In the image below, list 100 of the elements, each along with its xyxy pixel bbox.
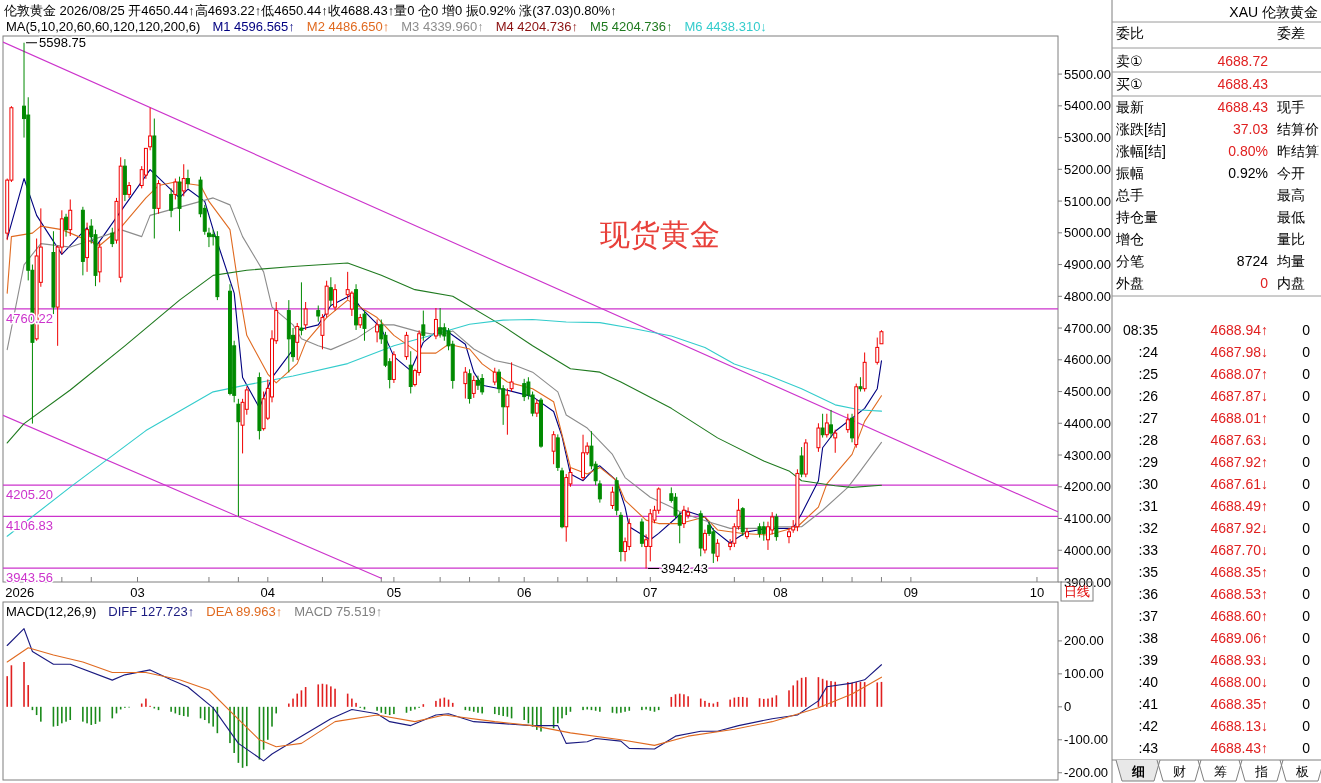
- y-tick-label: 4000.00: [1064, 542, 1111, 558]
- candlestick: [404, 331, 409, 361]
- text: 0: [1302, 652, 1311, 668]
- text: 0: [1302, 630, 1311, 646]
- text: 今开: [1277, 165, 1305, 181]
- y-tick-label: 4600.00: [1064, 352, 1111, 368]
- candlestick: [421, 310, 426, 342]
- candlestick: [349, 290, 354, 317]
- text: 37.03: [1232, 121, 1269, 137]
- text: 0: [1302, 608, 1311, 624]
- x-tick-label: 07: [643, 585, 658, 600]
- text: 4688.93↓: [1210, 652, 1268, 668]
- annotation: 5598.75: [39, 34, 87, 50]
- candlestick: [740, 506, 745, 537]
- candlestick: [463, 366, 468, 400]
- candlestick: [68, 198, 73, 237]
- candlestick: [475, 375, 480, 391]
- text: 4688.07↑: [1210, 366, 1268, 382]
- text: :25: [1138, 366, 1159, 382]
- y-tick-label: 5300.00: [1064, 130, 1111, 146]
- candlestick: [303, 301, 308, 331]
- line-series: [6, 628, 883, 762]
- text: 涨跌[结]: [1116, 121, 1166, 137]
- y-tick-label: 4300.00: [1064, 447, 1111, 463]
- ref-line-label: 4205.20: [6, 487, 53, 503]
- text: :30: [1138, 476, 1159, 492]
- candlestick: [639, 518, 644, 548]
- y-tick-label: 5200.00: [1064, 161, 1111, 177]
- text: 最高: [1277, 187, 1305, 203]
- text: :33: [1138, 542, 1159, 558]
- text: 委差: [1277, 25, 1305, 41]
- text: 0: [1302, 564, 1311, 580]
- candlestick: [787, 527, 791, 544]
- text: 4688.43: [1217, 76, 1269, 92]
- y-tick-label: 4700.00: [1064, 320, 1111, 336]
- candlestick: [64, 213, 69, 238]
- text: M1 4596.565↑: [212, 19, 295, 34]
- candlestick: [829, 409, 833, 439]
- text: 卖①: [1116, 53, 1143, 69]
- text: 4687.63↓: [1210, 432, 1268, 448]
- text: 0: [1302, 454, 1311, 470]
- text: :38: [1138, 630, 1159, 646]
- text: 4688.13↓: [1210, 718, 1268, 734]
- candlestick: [408, 350, 413, 394]
- text: 4687.98↓: [1210, 344, 1268, 360]
- text: :36: [1138, 586, 1159, 602]
- text: :32: [1138, 520, 1159, 536]
- candlestick: [702, 529, 707, 554]
- candlestick: [774, 513, 779, 542]
- text: 4688.35↑: [1210, 696, 1268, 712]
- line-series: [6, 647, 883, 748]
- text: 4688.53↑: [1210, 586, 1268, 602]
- text: 外盘: [1116, 275, 1144, 291]
- annotation: MACD 75.519↑: [294, 604, 383, 619]
- y-tick-label: 0: [1064, 699, 1072, 715]
- y-tick-label: 5500.00: [1064, 66, 1111, 82]
- text: 4688.00↓: [1210, 674, 1268, 690]
- text: 0: [1302, 476, 1311, 492]
- candlestick: [185, 169, 190, 189]
- text: :24: [1138, 344, 1159, 360]
- legend-label: M4 4204.736↑: [495, 19, 579, 34]
- text: 量比: [1277, 231, 1305, 247]
- y-tick-label: 4400.00: [1064, 415, 1111, 431]
- text: 8724: [1236, 253, 1269, 269]
- ref-line-label: 3943.56: [6, 570, 53, 586]
- candlestick: [480, 373, 485, 396]
- text: 08:35: [1122, 322, 1159, 338]
- text: 0: [1302, 498, 1311, 514]
- text: 0: [1302, 410, 1311, 426]
- text: 4688.35↑: [1210, 564, 1268, 580]
- text: 最低: [1277, 209, 1305, 225]
- candlestick: [681, 505, 686, 529]
- x-tick-label: 04: [260, 585, 276, 600]
- candlestick: [845, 413, 850, 434]
- text: :31: [1138, 498, 1159, 514]
- text: M3 4339.960↑: [401, 19, 484, 34]
- text: 最新: [1116, 99, 1144, 115]
- text: 0.92%: [1228, 165, 1268, 181]
- text: :37: [1138, 608, 1159, 624]
- y-tick-label: -100.00: [1064, 732, 1109, 748]
- text: 均量: [1276, 253, 1305, 269]
- candlestick: [173, 178, 178, 200]
- y-tick-label: 5000.00: [1064, 225, 1111, 241]
- text: M6 4438.310↓: [684, 19, 767, 34]
- text: :35: [1138, 564, 1159, 580]
- legend-title: MA(5,10,20,60,60,120,120,200,6): [6, 19, 201, 34]
- text: 0: [1302, 388, 1311, 404]
- text: 总手: [1115, 187, 1144, 203]
- text: 涨幅[结]: [1116, 143, 1166, 159]
- candlestick: [824, 413, 829, 439]
- candlestick: [551, 430, 556, 465]
- text: DIFF 127.723↑: [108, 604, 195, 619]
- x-tick-label: 09: [903, 585, 919, 600]
- candlestick: [471, 375, 476, 399]
- text: M2 4486.650↑: [306, 19, 390, 34]
- text: 4688.43: [1217, 99, 1269, 115]
- x-tick-label: 10: [1029, 585, 1045, 600]
- candlestick: [522, 378, 527, 402]
- candlestick: [333, 283, 338, 312]
- text: 结算价: [1277, 121, 1319, 137]
